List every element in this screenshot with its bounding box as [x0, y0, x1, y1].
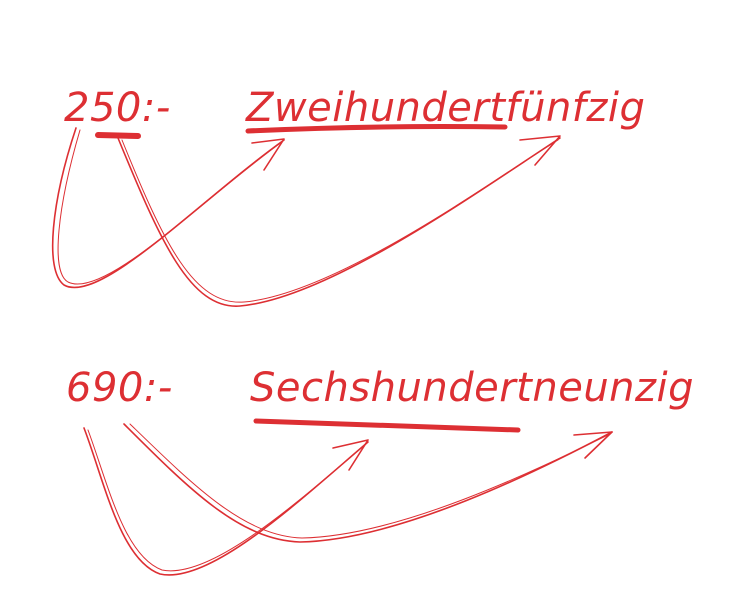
arrow-1a [51, 127, 285, 289]
arrow-1a-head [251, 138, 285, 171]
arrow-2a-head [332, 439, 369, 471]
arrow-2a-shadow [87, 429, 367, 572]
arrow-1b [117, 137, 561, 307]
word-2-label: Sechshundertneunzig [250, 365, 695, 411]
arrow-2b-head [573, 431, 613, 459]
arrow-2a [83, 427, 369, 576]
number-1-underline [95, 132, 141, 139]
arrow-1b-head [519, 135, 561, 166]
arrow-1a-shadow [57, 129, 283, 285]
word-2-underline [253, 418, 521, 433]
arrow-2b-shadow [129, 423, 611, 539]
number-1-label: 250:- [64, 85, 171, 131]
word-1-underline [245, 124, 508, 134]
word-1-label: Zweihundertfünfzig [246, 85, 646, 131]
number-2-label: 690:- [66, 365, 173, 411]
arrow-2b [123, 423, 613, 543]
arrow-1b-shadow [121, 139, 559, 303]
